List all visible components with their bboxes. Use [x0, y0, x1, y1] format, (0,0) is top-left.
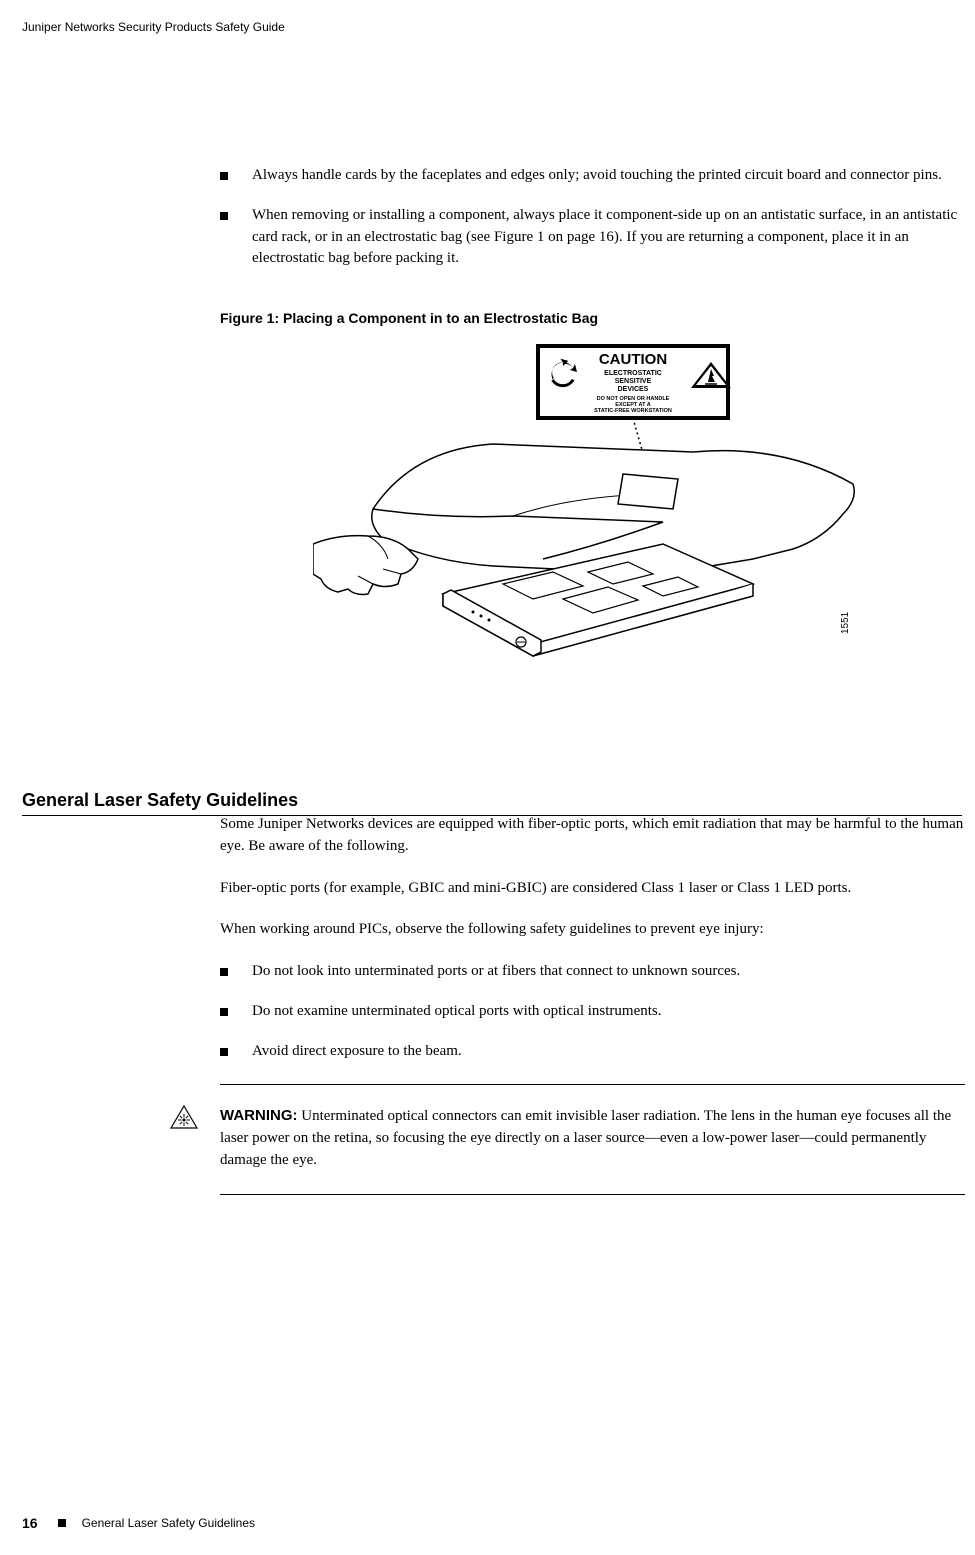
figure-container: CAUTION ELECTROSTATIC SENSITIVE DEVICES … — [220, 344, 965, 664]
bullet-icon — [220, 1008, 228, 1016]
bullet-text: When removing or installing a component,… — [252, 205, 965, 270]
bullet-item: When removing or installing a component,… — [220, 205, 965, 270]
bullet-item: Do not look into unterminated ports or a… — [220, 961, 965, 983]
page-header: Juniper Networks Security Products Safet… — [22, 20, 285, 34]
figure-illustration: CAUTION ELECTROSTATIC SENSITIVE DEVICES … — [313, 344, 873, 664]
caution-line2: SENSITIVE — [614, 378, 651, 385]
page-footer: 16 General Laser Safety Guidelines — [22, 1515, 255, 1531]
page-number: 16 — [22, 1515, 38, 1531]
bullet-icon — [220, 172, 228, 180]
bullet-text: Always handle cards by the faceplates an… — [252, 165, 942, 187]
figure-side-label: 1551 — [840, 611, 851, 634]
bullet-item: Always handle cards by the faceplates an… — [220, 165, 965, 187]
bullet-icon — [220, 212, 228, 220]
main-content: Always handle cards by the faceplates an… — [220, 165, 965, 704]
header-title: Juniper Networks Security Products Safet… — [22, 20, 285, 34]
bullet-item: Avoid direct exposure to the beam. — [220, 1041, 965, 1063]
bullet-item: Do not examine unterminated optical port… — [220, 1001, 965, 1023]
paragraph: Some Juniper Networks devices are equipp… — [220, 814, 965, 858]
bullet-text: Do not examine unterminated optical port… — [252, 1001, 662, 1023]
laser-section: General Laser Safety Guidelines Some Jun… — [0, 790, 975, 1195]
paragraph: Fiber-optic ports (for example, GBIC and… — [220, 878, 965, 900]
warning-text: WARNING: Unterminated optical connectors… — [220, 1105, 965, 1171]
warning-box: WARNING: Unterminated optical connectors… — [220, 1084, 965, 1194]
warning-label: WARNING: — [220, 1107, 298, 1124]
footer-section-name: General Laser Safety Guidelines — [82, 1516, 255, 1530]
bullet-text: Do not look into unterminated ports or a… — [252, 961, 740, 983]
laser-warning-icon — [170, 1105, 198, 1129]
paragraph: When working around PICs, observe the fo… — [220, 919, 965, 941]
caution-line1: ELECTROSTATIC — [604, 370, 662, 377]
footer-bullet-icon — [58, 1519, 66, 1527]
bullet-icon — [220, 1048, 228, 1056]
figure-title: Figure 1: Placing a Component in to an E… — [220, 310, 965, 326]
caution-line3: DEVICES — [617, 386, 648, 393]
caution-label: CAUTION — [598, 351, 666, 368]
bullet-icon — [220, 968, 228, 976]
caution-line6: STATIC-FREE WORKSTATION — [594, 408, 672, 414]
laser-content: Some Juniper Networks devices are equipp… — [220, 814, 965, 1195]
bullet-text: Avoid direct exposure to the beam. — [252, 1041, 462, 1063]
section-heading: General Laser Safety Guidelines — [22, 790, 962, 816]
warning-body: Unterminated optical connectors can emit… — [220, 1108, 951, 1168]
